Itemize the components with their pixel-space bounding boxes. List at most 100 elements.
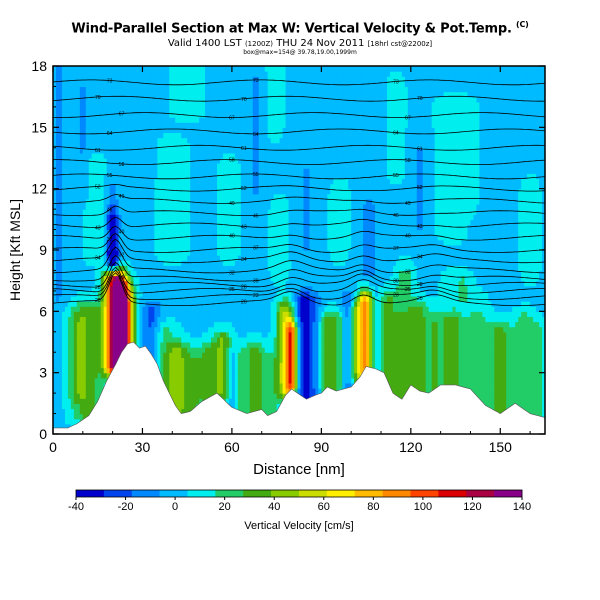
heatmap-cell	[211, 204, 215, 210]
heatmap-cell	[85, 357, 90, 364]
heatmap-cell	[219, 336, 224, 343]
heatmap-cell	[133, 193, 138, 200]
heatmap-cell	[219, 158, 224, 164]
heatmap-cell	[88, 280, 93, 287]
heatmap-cell	[106, 224, 111, 231]
heatmap-cell	[151, 173, 155, 180]
heatmap-cell	[97, 91, 102, 98]
heatmap-cell	[211, 188, 215, 195]
heatmap-cell	[82, 357, 87, 364]
heatmap-cell	[249, 101, 254, 108]
heatmap-cell	[193, 178, 197, 185]
heatmap-cell	[205, 204, 209, 210]
heatmap-cell	[130, 270, 135, 277]
heatmap-cell	[133, 219, 138, 226]
heatmap-cell	[85, 239, 90, 246]
heatmap-cell	[79, 331, 84, 338]
heatmap-cell	[100, 234, 105, 241]
heatmap-cell	[184, 188, 188, 195]
heatmap-cell	[157, 296, 161, 302]
heatmap-cell	[222, 158, 227, 164]
heatmap-cell	[243, 173, 248, 180]
heatmap-cell	[106, 183, 111, 190]
heatmap-cell	[133, 250, 138, 256]
heatmap-cell	[55, 198, 60, 205]
heatmap-cell	[208, 81, 212, 88]
heatmap-cell	[109, 352, 114, 358]
heatmap-cell	[187, 86, 191, 93]
heatmap-cell	[148, 86, 152, 93]
heatmap-cell	[243, 188, 248, 195]
heatmap-cell	[202, 377, 206, 384]
heatmap-cell	[190, 193, 194, 200]
heatmap-cell	[249, 367, 254, 374]
heatmap-cell	[193, 173, 197, 180]
heatmap-cell	[199, 270, 203, 277]
heatmap-cell	[243, 250, 248, 256]
heatmap-cell	[205, 106, 209, 113]
heatmap-cell	[118, 112, 123, 118]
heatmap-cell	[73, 173, 78, 180]
heatmap-cell	[55, 352, 60, 358]
heatmap-cell	[55, 388, 60, 394]
heatmap-cell	[61, 331, 66, 338]
heatmap-cell	[193, 377, 197, 384]
heatmap-cell	[199, 336, 203, 343]
heatmap-cell	[169, 290, 173, 297]
heatmap-cell	[196, 382, 200, 389]
heatmap-cell	[193, 239, 197, 246]
heatmap-cell	[145, 122, 150, 128]
heatmap-cell	[217, 219, 221, 226]
heatmap-cell	[237, 198, 242, 205]
heatmap-cell	[127, 290, 132, 297]
heatmap-cell	[76, 198, 81, 205]
heatmap-cell	[205, 255, 209, 261]
heatmap-cell	[118, 96, 123, 103]
heatmap-cell	[190, 127, 194, 134]
heatmap-cell	[67, 255, 72, 261]
heatmap-cell	[208, 367, 212, 374]
heatmap-cell	[237, 168, 242, 174]
heatmap-cell	[127, 244, 132, 251]
heatmap-cell	[193, 265, 197, 272]
heatmap-cell	[88, 142, 93, 149]
heatmap-cell	[133, 270, 138, 277]
heatmap-cell	[73, 342, 78, 348]
heatmap-cell	[67, 347, 72, 353]
heatmap-cell	[252, 398, 257, 404]
heatmap-cell	[124, 265, 129, 272]
heatmap-cell	[73, 321, 78, 328]
heatmap-cell	[175, 209, 179, 215]
heatmap-cell	[187, 234, 191, 241]
heatmap-cell	[133, 326, 138, 333]
heatmap-cell	[100, 306, 105, 312]
heatmap-cell	[130, 168, 135, 174]
heatmap-cell	[148, 285, 152, 292]
heatmap-cell	[160, 101, 164, 108]
heatmap-cell	[53, 168, 57, 174]
heatmap-cell	[82, 250, 87, 256]
heatmap-cell	[94, 321, 99, 328]
heatmap-cell	[67, 280, 72, 287]
heatmap-cell	[228, 81, 233, 88]
heatmap-cell	[94, 81, 99, 88]
heatmap-cell	[255, 76, 260, 82]
heatmap-cell	[103, 173, 108, 180]
heatmap-cell	[136, 285, 141, 292]
heatmap-cell	[82, 132, 87, 139]
heatmap-cell	[199, 326, 203, 333]
heatmap-cell	[231, 275, 236, 282]
heatmap-cell	[178, 224, 182, 231]
heatmap-cell	[225, 234, 230, 241]
heatmap-cell	[142, 285, 147, 292]
heatmap-cell	[243, 219, 248, 226]
heatmap-cell	[214, 321, 218, 328]
heatmap-cell	[70, 342, 75, 348]
heatmap-cell	[184, 311, 188, 318]
heatmap-cell	[91, 342, 96, 348]
heatmap-cell	[234, 388, 239, 394]
heatmap-cell	[169, 367, 173, 374]
heatmap-cell	[55, 255, 60, 261]
heatmap-cell	[136, 91, 141, 98]
heatmap-cell	[219, 127, 224, 134]
